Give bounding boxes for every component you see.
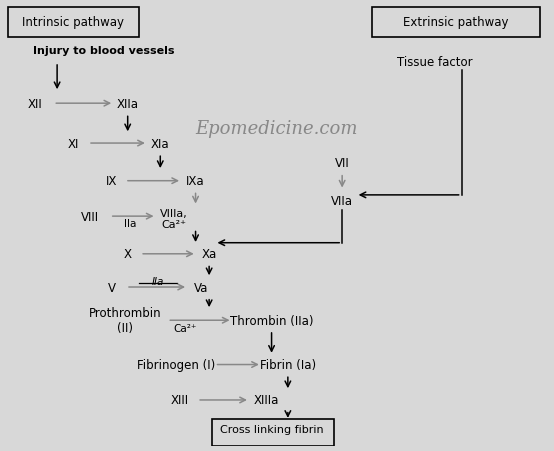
Text: IIa: IIa: [124, 218, 137, 228]
Text: Fibrinogen (I): Fibrinogen (I): [137, 358, 216, 371]
Text: XIIa: XIIa: [117, 97, 138, 110]
Text: Fibrin (Ia): Fibrin (Ia): [260, 358, 316, 371]
Text: Injury to blood vessels: Injury to blood vessels: [33, 46, 174, 56]
Text: V: V: [107, 281, 115, 294]
Text: Cross linking fibrin: Cross linking fibrin: [220, 424, 324, 434]
Text: Thrombin (IIa): Thrombin (IIa): [230, 314, 314, 327]
Text: Tissue factor: Tissue factor: [397, 55, 472, 69]
FancyBboxPatch shape: [8, 8, 138, 37]
FancyBboxPatch shape: [372, 8, 540, 37]
Text: Ca²⁺: Ca²⁺: [173, 323, 196, 333]
Text: XIII: XIII: [170, 394, 188, 406]
Text: XIIIa: XIIIa: [253, 394, 279, 406]
Text: X: X: [124, 248, 132, 261]
Text: Epomedicine.com: Epomedicine.com: [196, 119, 358, 137]
Text: VII: VII: [335, 157, 350, 170]
Text: Xa: Xa: [202, 248, 217, 261]
Text: Intrinsic pathway: Intrinsic pathway: [22, 16, 125, 29]
Text: XII: XII: [28, 97, 43, 110]
Text: Va: Va: [194, 281, 208, 294]
Text: Extrinsic pathway: Extrinsic pathway: [403, 16, 509, 29]
Text: VIII: VIII: [81, 210, 99, 223]
FancyBboxPatch shape: [212, 419, 334, 446]
Text: IXa: IXa: [186, 175, 205, 188]
Text: Prothrombin
(II): Prothrombin (II): [89, 307, 161, 335]
Text: IIa: IIa: [151, 276, 164, 287]
Text: IX: IX: [106, 175, 117, 188]
Text: VIIa: VIIa: [331, 195, 353, 207]
Text: XIa: XIa: [151, 137, 170, 150]
Text: VIIIa,
Ca²⁺: VIIIa, Ca²⁺: [160, 208, 188, 230]
Text: XI: XI: [68, 137, 79, 150]
